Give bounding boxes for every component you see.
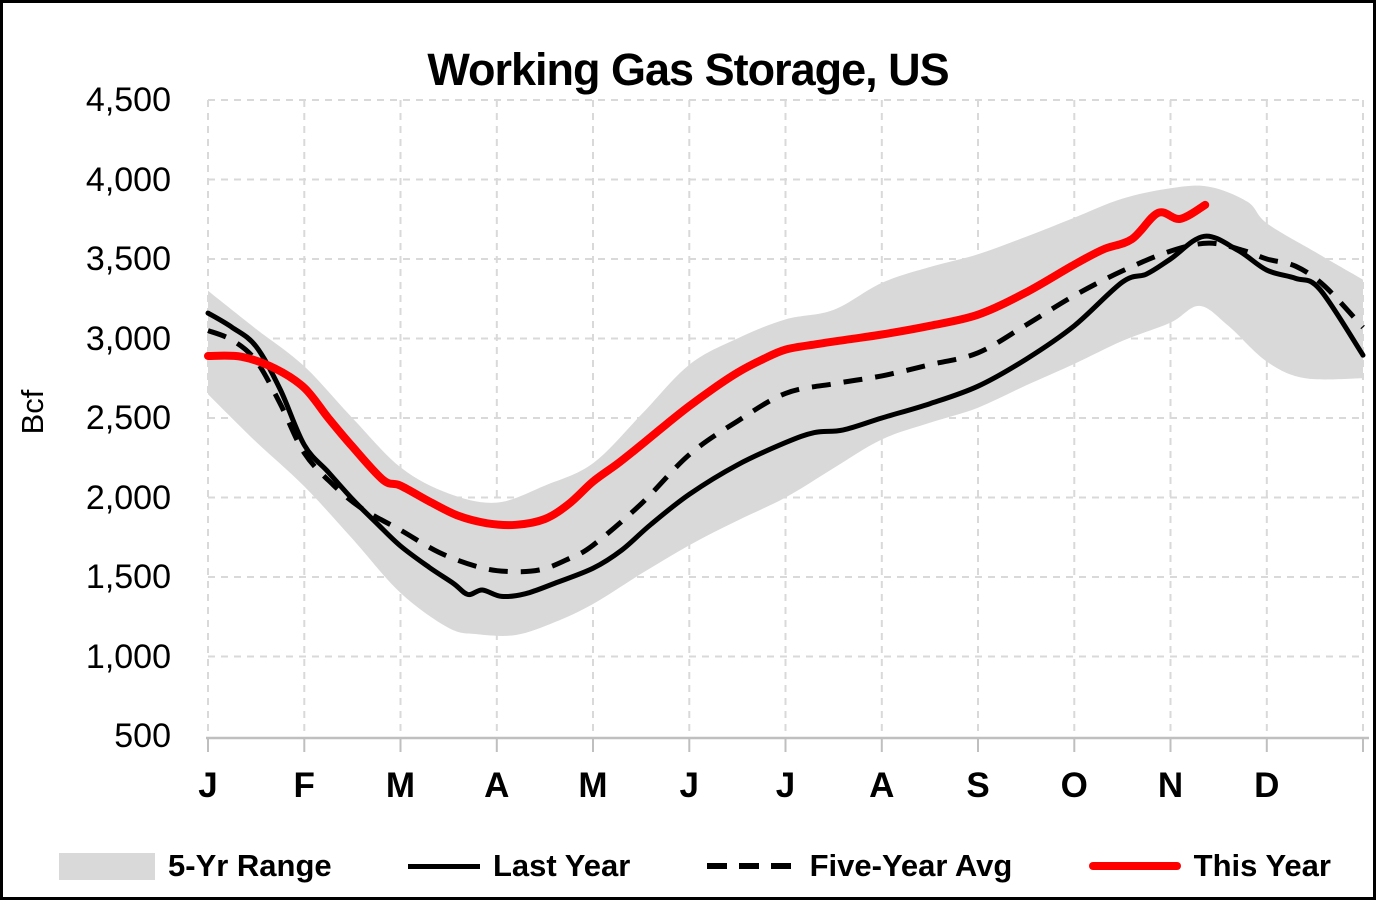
x-axis-month-label: S (966, 766, 990, 805)
legend-item-five-year-avg: Five-Year Avg (706, 848, 1013, 884)
legend-swatch-5-yr-range (59, 852, 155, 880)
x-axis-month-label: N (1157, 766, 1184, 805)
y-axis-tick-label: 1,000 (85, 637, 171, 676)
legend-label-last-year: Last Year (492, 848, 631, 883)
y-axis-tick-label: 4,500 (85, 81, 171, 119)
legend-item-this-year: This Year (1088, 848, 1331, 884)
y-axis-tick-label: 3,000 (85, 319, 171, 358)
legend: 5-Yr Range Last Year Five-Year Avg This Yea… (59, 839, 1331, 893)
y-axis-tick-label: 500 (114, 717, 171, 755)
legend-label-5-yr-range: 5-Yr Range (168, 848, 332, 883)
plot-area (204, 99, 1369, 752)
legend-label-this-year: This Year (1193, 848, 1331, 883)
x-axis-month-label: M (385, 766, 416, 805)
x-axis-month-label: D (1254, 766, 1280, 805)
y-axis-tick-label: 2,500 (85, 399, 171, 437)
x-axis-month-label: J (679, 766, 699, 805)
x-axis-month-label: J (775, 766, 796, 805)
x-axis-month-label: A (869, 766, 895, 805)
y-axis-tick-label: 2,000 (85, 478, 171, 517)
x-axis-month-label: F (293, 766, 315, 805)
x-axis-month-label: M (578, 766, 608, 805)
x-axis-month-label: O (1060, 766, 1088, 805)
legend-swatch-five-year-avg (706, 863, 797, 869)
x-axis-month-label: J (198, 766, 218, 805)
legend-swatch-last-year (407, 863, 480, 869)
legend-item-last-year: Last Year (407, 848, 631, 884)
y-axis-tick-label: 1,500 (85, 558, 171, 596)
x-axis-month-label: A (484, 766, 510, 805)
y-axis-tick-label: 4,000 (85, 160, 171, 199)
chart-title: Working Gas Storage, US (427, 44, 949, 95)
legend-swatch-this-year (1088, 862, 1181, 870)
legend-label-five-year-avg: Five-Year Avg (809, 848, 1013, 883)
line-this-year (204, 200, 1210, 530)
legend-item-5-yr-range: 5-Yr Range (59, 848, 332, 884)
line-five-year-avg (207, 240, 1365, 575)
y-axis-tick-label: 3,500 (85, 240, 171, 278)
